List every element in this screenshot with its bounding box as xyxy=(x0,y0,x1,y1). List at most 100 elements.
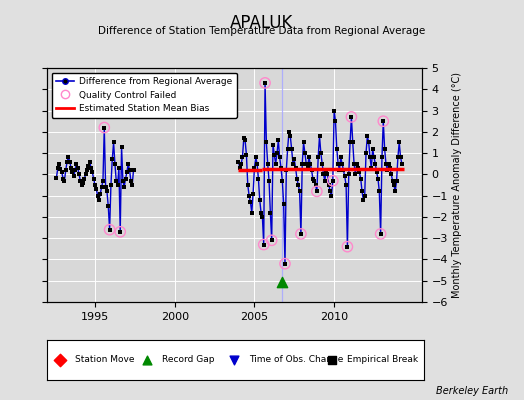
Point xyxy=(253,160,261,167)
Point xyxy=(361,192,369,199)
Point xyxy=(347,114,356,120)
Point xyxy=(87,165,95,171)
Point xyxy=(56,357,64,363)
Point xyxy=(91,182,99,188)
Point xyxy=(335,167,344,173)
Point xyxy=(62,167,70,173)
Point xyxy=(398,160,406,167)
Point xyxy=(92,186,101,192)
Point xyxy=(323,171,332,178)
Point xyxy=(239,135,248,141)
Point xyxy=(325,182,333,188)
Point xyxy=(313,188,321,194)
Point xyxy=(281,260,289,267)
Point xyxy=(102,184,110,190)
Point xyxy=(313,188,321,194)
Point xyxy=(259,241,268,248)
Point xyxy=(306,160,314,167)
Point xyxy=(116,229,124,235)
Point xyxy=(259,241,268,248)
Point xyxy=(261,80,269,86)
Point xyxy=(99,178,107,184)
Point xyxy=(390,182,398,188)
Point xyxy=(254,176,263,182)
Point xyxy=(391,188,399,194)
Point xyxy=(387,171,396,178)
Point xyxy=(348,139,357,146)
Point xyxy=(55,160,63,167)
Point xyxy=(52,174,61,181)
Point xyxy=(336,154,345,160)
Point xyxy=(76,178,84,184)
Point xyxy=(341,173,349,180)
Point xyxy=(374,176,382,182)
Point xyxy=(84,163,93,169)
Point xyxy=(59,176,67,182)
Point xyxy=(362,150,370,156)
Point xyxy=(258,214,267,220)
Point xyxy=(278,178,287,184)
Point xyxy=(63,158,71,165)
Point xyxy=(288,146,296,152)
Point xyxy=(379,118,387,124)
Point xyxy=(342,182,350,188)
Point xyxy=(105,226,114,233)
Point xyxy=(396,154,405,160)
Point xyxy=(267,237,276,244)
Point xyxy=(122,176,130,182)
Point xyxy=(380,146,389,152)
Point xyxy=(108,156,116,163)
Legend: Difference from Regional Average, Quality Control Failed, Estimated Station Mean: Difference from Regional Average, Qualit… xyxy=(52,72,236,118)
Point xyxy=(379,118,387,124)
Point xyxy=(386,165,394,171)
Point xyxy=(75,171,83,178)
Point xyxy=(64,154,73,160)
Point xyxy=(311,182,320,188)
Point xyxy=(267,237,276,244)
Point xyxy=(78,182,86,188)
Point xyxy=(68,169,77,176)
Point xyxy=(230,357,238,363)
Point xyxy=(71,167,79,173)
Point xyxy=(308,167,316,173)
Point xyxy=(304,154,313,160)
Point xyxy=(117,144,126,150)
Text: Difference of Station Temperature Data from Regional Average: Difference of Station Temperature Data f… xyxy=(99,26,425,36)
Point xyxy=(370,154,378,160)
Point xyxy=(271,160,280,167)
Point xyxy=(345,171,353,178)
Point xyxy=(319,171,328,178)
Point xyxy=(394,154,402,160)
Point xyxy=(128,182,136,188)
Point xyxy=(382,160,390,167)
Point xyxy=(116,229,124,235)
Point xyxy=(339,167,347,173)
Point xyxy=(93,192,102,199)
Point xyxy=(301,150,309,156)
Point xyxy=(88,169,96,176)
Point xyxy=(60,178,69,184)
Point xyxy=(270,152,279,158)
Point xyxy=(236,165,244,171)
Point xyxy=(366,154,374,160)
Point xyxy=(343,244,352,250)
Point xyxy=(119,178,127,184)
Point xyxy=(97,184,106,190)
Point xyxy=(129,167,138,173)
Point xyxy=(291,165,300,171)
Point xyxy=(110,139,118,146)
Point xyxy=(350,160,358,167)
Point xyxy=(318,160,326,167)
Text: Record Gap: Record Gap xyxy=(162,356,215,364)
Point xyxy=(277,165,285,171)
Point xyxy=(315,133,324,139)
Point xyxy=(343,244,352,250)
Point xyxy=(358,188,366,194)
Point xyxy=(282,167,290,173)
Point xyxy=(123,169,131,176)
Point xyxy=(264,160,272,167)
Point xyxy=(80,176,89,182)
Point xyxy=(294,182,302,188)
Point xyxy=(351,171,359,178)
Point xyxy=(256,197,264,203)
